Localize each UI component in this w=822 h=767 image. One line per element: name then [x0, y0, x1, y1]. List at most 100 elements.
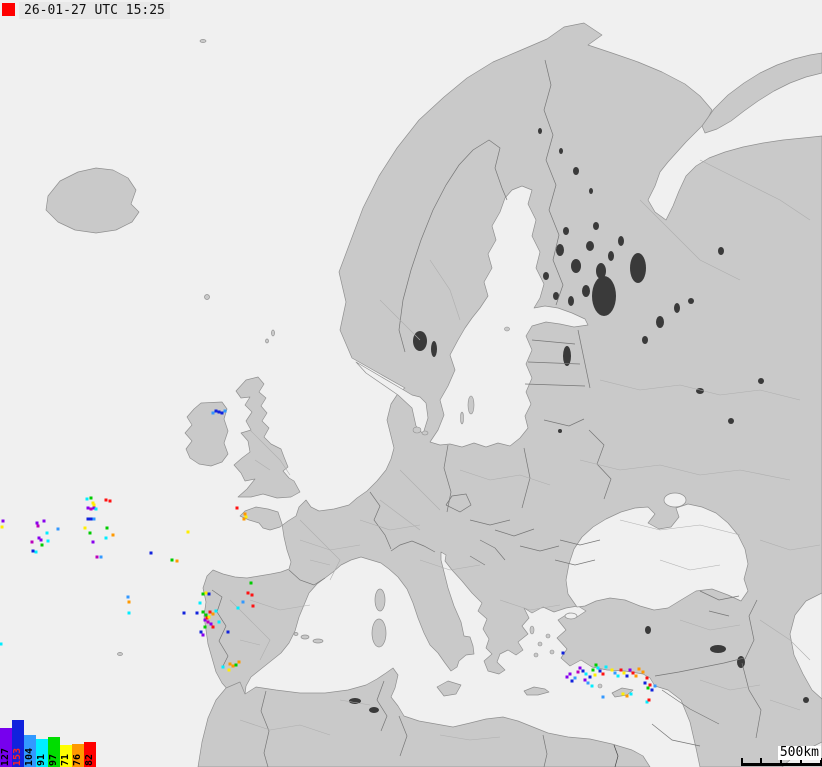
lightning-strike [40, 543, 44, 547]
lightning-strike [641, 670, 645, 674]
lightning-strike [583, 678, 587, 682]
lightning-strike [198, 601, 202, 605]
lightning-strike [581, 669, 585, 673]
scale-bar-tick [820, 758, 822, 766]
lightning-strike [645, 700, 649, 704]
lightning-strike [598, 669, 602, 673]
lightning-strike [650, 688, 654, 692]
africa-coast-detail [197, 667, 651, 767]
lightning-strike [111, 533, 115, 537]
sea-of-azov [663, 492, 687, 508]
lightning-strike [86, 506, 90, 510]
lightning-strike [34, 550, 38, 554]
lake-van [710, 645, 726, 653]
lightning-strike [220, 411, 224, 415]
lightning-strike [594, 663, 598, 667]
lightning-strike [573, 676, 577, 680]
lightning-strike [244, 515, 248, 519]
lightning-strike [568, 672, 572, 676]
lightning-strike [653, 684, 657, 688]
legend-bar-count: 153 [12, 747, 23, 766]
strike-count-legend: 127 153 104 91 97 71 76 82 [0, 720, 96, 767]
lightning-strike [39, 538, 43, 542]
lightning-strike [201, 592, 205, 596]
map-scale-bar: 500km [741, 745, 822, 767]
novaya-zemlya-islands [701, 52, 822, 134]
lightning-strike [0, 642, 3, 646]
lightning-strike [104, 498, 108, 502]
scale-bar-tick [780, 758, 782, 766]
great-britain-island [233, 376, 301, 499]
lightning-strike [95, 555, 99, 559]
oland-island [460, 411, 464, 425]
lightning-strike [46, 539, 50, 543]
lightning-strike [89, 496, 93, 500]
lightning-strike [601, 672, 605, 676]
legend-bar-count: 82 [84, 753, 95, 766]
lightning-strike [604, 665, 608, 669]
lightning-strike [226, 630, 230, 634]
scale-bar-tick [741, 758, 743, 766]
lightning-strike [628, 668, 632, 672]
legend-bar: 71 [60, 745, 72, 767]
lightning-strike [613, 671, 617, 675]
black-sea [565, 503, 749, 611]
legend-bar: 82 [84, 742, 96, 767]
lightning-strike [596, 666, 600, 670]
lightning-strike [601, 695, 605, 699]
lightning-strike [91, 501, 95, 505]
lightning-strike [565, 675, 569, 679]
lightning-strike [217, 620, 221, 624]
aland-islands [504, 326, 510, 332]
lightning-strike [643, 681, 647, 685]
lightning-strike [127, 600, 131, 604]
lightning-strike [204, 613, 208, 617]
lightning-strike [221, 665, 225, 669]
zealand-island [412, 426, 422, 434]
sardinia-island [371, 618, 387, 648]
strikes-layer [0, 409, 657, 704]
lightning-strike [588, 675, 592, 679]
legend-bar: 127 [0, 728, 12, 767]
lightning-strike [223, 409, 227, 413]
lightning-strike [0, 525, 4, 529]
lightning-strike [570, 679, 574, 683]
legend-bar: 104 [24, 735, 36, 767]
lightning-strike [83, 526, 87, 530]
lightning-strike [622, 671, 626, 675]
legend-bar-count: 104 [24, 747, 35, 766]
lightning-strike [242, 517, 246, 521]
legend-bar-count: 97 [48, 753, 59, 766]
crete-island [523, 686, 550, 696]
menorca-island [312, 638, 324, 644]
aegean-island-2 [545, 633, 551, 639]
lightning-strike [214, 409, 218, 413]
lightning-strike [250, 593, 254, 597]
lightning-strike [99, 555, 103, 559]
lightning-strike [629, 692, 633, 696]
legend-bar: 91 [36, 739, 48, 767]
borders-layer [211, 59, 762, 767]
aegean-island-1 [537, 641, 543, 647]
rhodes-island [597, 683, 603, 689]
lightning-strike [561, 651, 565, 655]
lightning-strike [201, 633, 205, 637]
map-header: 26-01-27 UTC 15:25 [2, 2, 170, 19]
lightning-strike [35, 521, 39, 525]
funen-island [421, 430, 429, 436]
lakes-layer [349, 128, 809, 713]
landmass-layer [45, 22, 822, 767]
shetland-islands [271, 329, 275, 337]
lightning-strike [251, 604, 255, 608]
lightning-strike [631, 671, 635, 675]
lightning-strike [648, 683, 652, 687]
lightning-strike [214, 609, 218, 613]
lightning-strike [634, 674, 638, 678]
lightning-strike [217, 410, 221, 414]
lightning-strike [127, 611, 131, 615]
ibiza-island [293, 632, 299, 636]
lightning-strike [243, 512, 247, 516]
lightning-strike [235, 506, 239, 510]
lightning-strike [92, 517, 96, 521]
